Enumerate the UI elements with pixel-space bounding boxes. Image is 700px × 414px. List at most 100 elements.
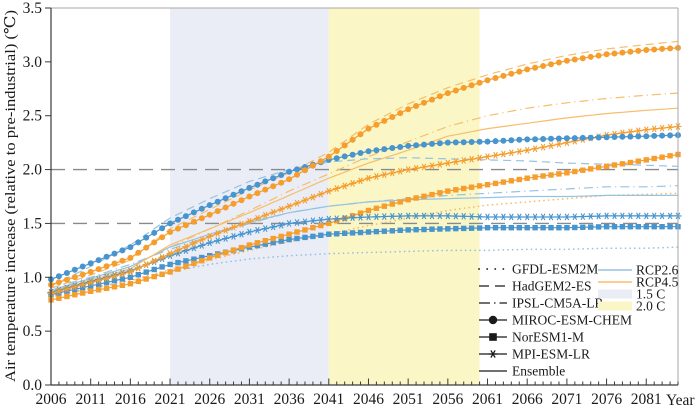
circle-marker	[508, 137, 515, 144]
square-marker	[588, 224, 594, 230]
circle-marker	[127, 254, 134, 261]
asterisk-marker	[531, 213, 539, 221]
asterisk-marker	[380, 213, 388, 220]
circle-marker	[476, 138, 483, 145]
circle-marker	[103, 253, 110, 260]
square-marker	[127, 274, 134, 280]
circle-marker	[524, 136, 531, 143]
square-marker	[659, 224, 665, 230]
circle-marker	[119, 247, 126, 254]
x-tick-label: 2051	[393, 391, 424, 408]
square-marker	[230, 247, 237, 253]
x-tick-label: 2046	[353, 391, 384, 408]
legend-item-label: RCP4.5	[636, 275, 679, 290]
square-marker	[635, 224, 641, 230]
circle-marker	[302, 167, 308, 174]
asterisk-marker	[428, 212, 436, 220]
x-tick-label: 2011	[75, 391, 105, 408]
asterisk-marker	[579, 213, 587, 220]
square-marker	[365, 207, 372, 214]
asterisk-marker	[301, 218, 309, 226]
square-marker	[286, 236, 292, 243]
asterisk-marker	[610, 212, 619, 220]
asterisk-marker	[285, 220, 293, 227]
square-marker	[627, 159, 634, 166]
x-tick-label: 2021	[155, 391, 186, 408]
series-MIROC-ESM-CHEM-RCP2.6	[48, 132, 681, 283]
circle-marker	[643, 133, 650, 140]
square-marker	[56, 295, 62, 301]
circle-marker	[341, 142, 348, 149]
circle-marker	[262, 186, 269, 193]
asterisk-marker	[491, 151, 500, 159]
asterisk-marker	[174, 246, 182, 254]
y-tick-label: 1.5	[23, 215, 43, 232]
legend-item-2.0-C: 2.0 C	[598, 299, 665, 314]
square-marker	[80, 284, 86, 291]
square-marker	[453, 187, 459, 193]
legend-item-label: IPSL-CM5A-LR	[512, 296, 604, 311]
y-tick-label: 3.0	[23, 54, 43, 71]
legend-item-label: HadGEM2-ES	[512, 279, 592, 294]
square-marker	[294, 235, 300, 242]
asterisk-marker	[396, 212, 404, 220]
circle-marker	[635, 133, 642, 140]
circle-marker	[429, 96, 435, 103]
asterisk-marker	[571, 213, 579, 221]
asterisk-marker	[269, 208, 277, 216]
circle-marker	[548, 61, 554, 68]
square-marker	[437, 190, 443, 196]
asterisk-marker	[158, 253, 166, 261]
circle-marker	[373, 147, 380, 154]
circle-marker	[127, 244, 134, 251]
y-tick-label: 2.0	[23, 162, 43, 179]
circle-marker	[389, 114, 396, 120]
circle-marker	[309, 162, 316, 169]
legend-item-RCP2.6: RCP2.6	[598, 263, 679, 278]
asterisk-marker	[388, 169, 396, 177]
legend-item-label: MIROC-ESM-CHEM	[512, 313, 632, 328]
legend-item-label: Ensemble	[512, 364, 565, 379]
circle-marker	[198, 215, 205, 222]
square-marker	[397, 199, 403, 205]
circle-marker	[587, 53, 594, 60]
circle-marker	[214, 198, 221, 205]
circle-marker	[579, 55, 586, 62]
square-marker	[326, 231, 332, 237]
square-marker	[667, 153, 673, 159]
asterisk-marker	[309, 193, 317, 201]
square-marker	[262, 241, 268, 247]
circle-marker	[365, 148, 372, 155]
square-marker	[421, 193, 427, 199]
highlight-bands	[170, 8, 480, 385]
circle-marker	[71, 266, 78, 273]
circle-marker	[436, 140, 443, 147]
circle-marker	[214, 208, 221, 215]
square-marker	[405, 197, 411, 203]
axes-frame	[50, 7, 679, 386]
square-marker	[468, 184, 475, 190]
asterisk-marker	[214, 237, 222, 245]
asterisk-marker	[95, 277, 103, 284]
circle-marker	[548, 135, 554, 142]
circle-marker	[135, 239, 142, 246]
asterisk-marker	[229, 223, 238, 231]
series-HadGEM2-ES-RCP4.5	[50, 40, 679, 289]
circle-marker	[230, 200, 237, 207]
asterisk-marker	[150, 257, 158, 265]
legend-item-Ensemble: Ensemble	[479, 364, 565, 379]
square-marker	[564, 225, 570, 231]
circle-marker	[198, 205, 205, 212]
square-marker	[548, 172, 554, 178]
circle-marker	[452, 139, 459, 146]
square-marker	[643, 157, 649, 163]
circle-marker	[341, 153, 348, 160]
asterisk-marker	[253, 214, 261, 222]
circle-marker	[603, 51, 610, 58]
square-marker	[88, 283, 94, 289]
circle-marker	[397, 144, 404, 150]
circle-marker	[452, 87, 459, 94]
square-marker	[588, 166, 594, 172]
legend-item-label: NorESM1-M	[512, 330, 584, 345]
x-tick-label: 2031	[234, 391, 265, 408]
